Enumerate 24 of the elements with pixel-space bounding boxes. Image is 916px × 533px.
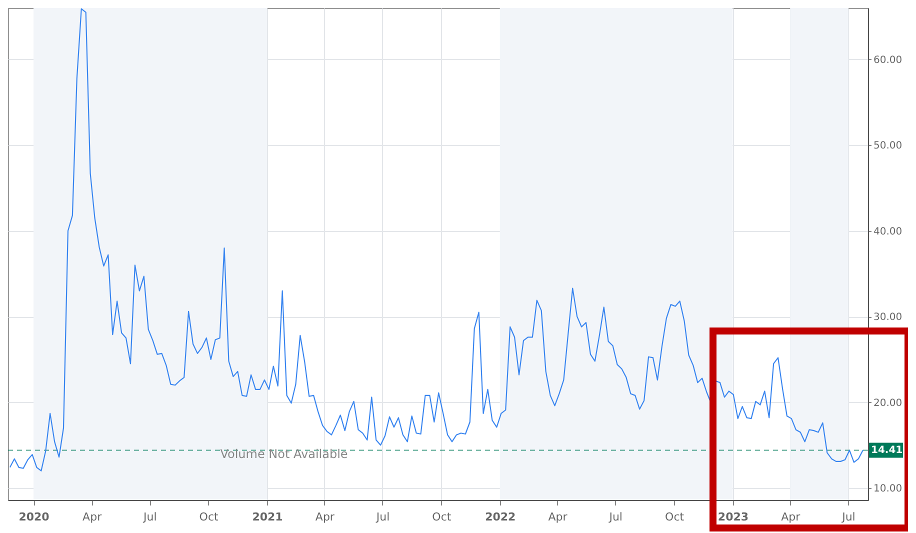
x-tick-label: Apr (548, 510, 568, 524)
annotation: Volume Not Available (220, 447, 348, 461)
y-tick-label: 50.00 (874, 140, 902, 152)
x-tick-label: 2020 (18, 510, 50, 524)
x-tick-label: Jul (142, 510, 157, 524)
y-tick-label: 60.00 (874, 54, 902, 66)
x-tick-label: Oct (665, 510, 685, 524)
y-tick-label: 20.00 (874, 398, 902, 409)
x-tick-label: Apr (781, 510, 801, 524)
line-series (9, 8, 864, 472)
x-tick-label: Oct (199, 510, 220, 524)
x-tick-label: 2021 (252, 510, 283, 524)
x-tick-label: Jul (841, 510, 856, 524)
y-tick-label: 30.00 (874, 312, 902, 324)
x-tick-label: Apr (315, 510, 335, 524)
ref-line-label: 14.41 (871, 445, 903, 456)
y-tick-label: 40.00 (874, 226, 902, 238)
x-tick-label: Oct (432, 510, 452, 524)
x-tick-label: 2023 (718, 510, 749, 524)
x-tick-label: Jul (375, 510, 390, 524)
x-tick-label: 2022 (485, 510, 516, 524)
x-tick-label: Apr (82, 510, 102, 524)
y-tick-label: 10.00 (874, 484, 902, 494)
x-tick-label: Jul (608, 510, 622, 524)
